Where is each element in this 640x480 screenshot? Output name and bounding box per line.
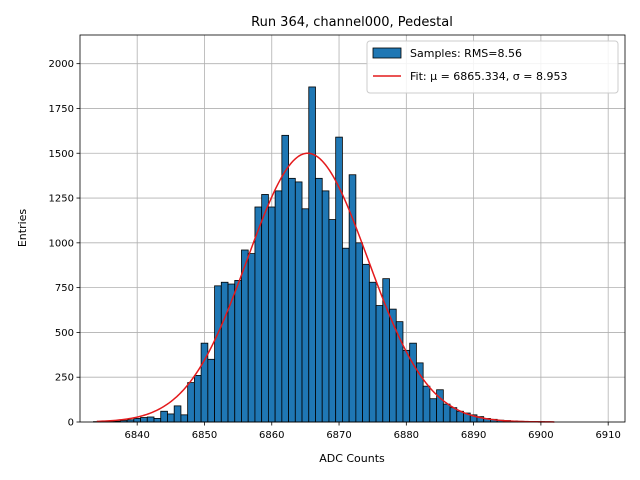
histogram-bar	[436, 389, 444, 423]
histogram-bar	[261, 194, 269, 423]
histogram-bar	[193, 375, 202, 423]
histogram-bar	[422, 385, 431, 423]
histogram-bar	[389, 308, 397, 423]
histogram-bar	[254, 206, 263, 423]
chart-title: Run 364, channel000, Pedestal	[251, 15, 453, 30]
y-tick-label: 1250	[49, 194, 74, 205]
histogram-bar	[342, 247, 350, 423]
legend: Samples: RMS=8.56 Fit: μ = 6865.334, σ =…	[366, 40, 619, 94]
histogram-bar	[207, 358, 215, 423]
histogram-bar	[220, 281, 229, 423]
histogram-bar	[409, 342, 417, 423]
x-tick-label: 6890	[461, 430, 486, 441]
plot-frame	[79, 34, 626, 423]
x-tick-label: 6860	[259, 430, 284, 441]
legend-fit-label: Fit: μ = 6865.334, σ = 8.953	[410, 70, 567, 83]
gaussian-fit-curve	[96, 152, 555, 423]
x-tick-label: 6880	[394, 430, 419, 441]
y-axis-ticks: 0 250 500 750 1000 1250 1500 1750 2000	[49, 59, 80, 429]
histogram-bar	[187, 382, 195, 423]
histogram-bar	[335, 136, 343, 423]
x-axis-label: ADC Counts	[319, 452, 385, 465]
histogram-bar	[308, 86, 316, 423]
histogram-bar	[368, 281, 377, 423]
histogram-bar	[402, 349, 411, 423]
x-tick-label: 6910	[595, 430, 620, 441]
y-tick-label: 250	[55, 373, 74, 384]
legend-box	[366, 40, 619, 94]
histogram-bar	[234, 280, 242, 423]
y-tick-label: 1500	[49, 149, 74, 160]
legend-histogram-label: Samples: RMS=8.56	[410, 47, 522, 60]
histogram-bar	[227, 283, 236, 423]
histogram-bar	[301, 208, 310, 423]
histogram-bar	[140, 417, 148, 423]
y-tick-label: 1000	[49, 238, 74, 249]
x-axis-ticks: 6840 6850 6860 6870 6880 6890 6900 6910	[124, 422, 621, 441]
histogram-bar	[153, 418, 162, 423]
y-axis-label: Entries	[16, 209, 29, 248]
histogram-bar	[294, 181, 303, 423]
histogram-bar	[442, 403, 451, 423]
histogram-bar	[429, 398, 438, 423]
y-tick-label: 0	[68, 418, 74, 429]
histogram-bar	[362, 263, 370, 423]
histogram-bar	[173, 405, 182, 423]
histogram-bar	[133, 418, 141, 423]
fit-line	[96, 152, 555, 423]
histogram-bars	[93, 86, 552, 423]
histogram-bar	[315, 177, 323, 423]
histogram-bar	[328, 219, 337, 423]
histogram-bar	[281, 134, 289, 423]
legend-histogram-swatch	[372, 47, 402, 59]
histogram-bar	[449, 407, 458, 423]
x-tick-label: 6870	[326, 430, 351, 441]
histogram-bar	[288, 177, 296, 423]
y-tick-label: 2000	[49, 59, 74, 70]
histogram-bar	[167, 413, 175, 423]
histogram-bar	[214, 285, 222, 423]
x-tick-label: 6850	[192, 430, 217, 441]
x-tick-label: 6900	[528, 430, 553, 441]
histogram-bar	[267, 206, 276, 423]
histogram-bar	[321, 190, 330, 423]
histogram-bar	[160, 410, 168, 423]
histogram-bar	[241, 249, 249, 423]
y-tick-label: 1750	[49, 104, 74, 115]
histogram-bar	[274, 190, 283, 423]
histogram-bar	[180, 414, 189, 423]
histogram-bar	[146, 416, 155, 423]
y-tick-label: 500	[55, 328, 74, 339]
x-tick-label: 6840	[124, 430, 149, 441]
histogram-bar	[355, 242, 363, 423]
y-tick-label: 750	[55, 283, 74, 294]
histogram-bar	[247, 253, 256, 423]
histogram-bar	[375, 305, 384, 423]
